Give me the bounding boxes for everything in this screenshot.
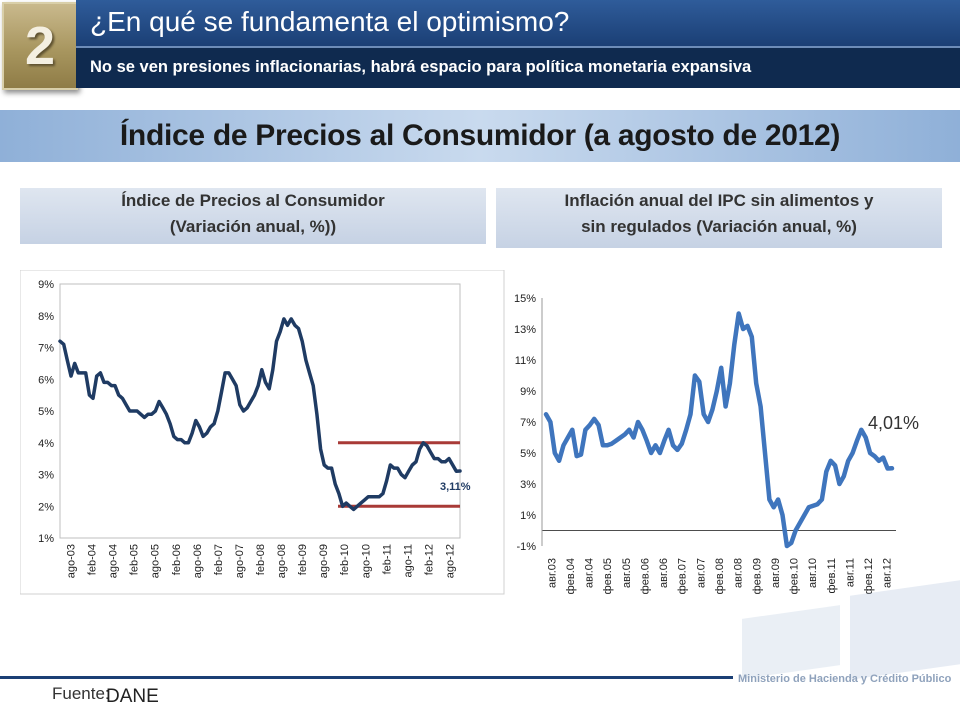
y-tick-label: 2% [38, 501, 54, 513]
x-tick-label: ago-12 [444, 544, 456, 578]
y-tick-label: 4% [38, 438, 54, 450]
left-chart-header: Índice de Precios al Consumidor (Variaci… [20, 188, 486, 244]
left-chart-subtitle: (Variación anual, %)) [169, 217, 337, 236]
series-line [58, 317, 462, 512]
source-value: DANE [106, 686, 159, 707]
y-tick-label: 9% [38, 279, 54, 291]
slide-subtitle: No se ven presiones inflacionarias, habr… [90, 58, 752, 76]
x-tick-label: ago-05 [150, 544, 162, 578]
right-core-inflation-chart: -1% 1% 3% 5% 7% 9% 11% 13% 15% авг.03 фев.04 авг.0… [514, 293, 919, 594]
left-plot-area [59, 283, 461, 539]
x-tick-label: фев.04 [565, 558, 577, 594]
y-tick-label: 3% [38, 470, 54, 482]
x-tick-label: фев.11 [826, 558, 838, 594]
x-tick-label: авг.05 [621, 558, 633, 588]
decorative-window-shape [850, 580, 960, 680]
x-tick-label: авг.12 [882, 558, 894, 588]
right-chart-header: Inflación anual del IPC sin alimentos y … [496, 188, 942, 248]
x-tick-label: авг.04 [584, 558, 596, 588]
y-tick-label: 3% [520, 479, 536, 491]
series-line [543, 311, 895, 549]
x-tick-label: авг.06 [658, 558, 670, 588]
title-bar: ¿En qué se fundamenta el optimismo? [76, 0, 960, 46]
slide-number-badge: 2 [2, 2, 78, 90]
y-tick-label: 9% [520, 386, 536, 398]
x-tick-label: авг.07 [695, 558, 707, 588]
y-tick-label: 6% [38, 374, 54, 386]
right-chart-title-line-2: sin regulados (Variación anual, %) [581, 217, 857, 236]
x-tick-label: фев.08 [714, 558, 726, 594]
y-tick-label: 1% [38, 533, 54, 545]
x-tick-label: фев.10 [789, 558, 801, 594]
y-tick-label: 1% [520, 510, 536, 522]
x-tick-label: ago-08 [276, 544, 288, 578]
y-tick-label: 7% [520, 417, 536, 429]
subtitle-bar: No se ven presiones inflacionarias, habr… [76, 46, 960, 88]
x-tick-label: фев.09 [751, 558, 763, 594]
x-tick-label: feb-12 [423, 544, 435, 575]
x-tick-label: feb-05 [129, 544, 141, 575]
y-tick-label: 13% [514, 324, 536, 336]
left-chart-frame [20, 270, 505, 595]
source-label: Fuente: [52, 684, 110, 703]
y-tick-label: -1% [516, 541, 536, 553]
x-tick-label: feb-09 [297, 544, 309, 575]
right-chart-title-line-1: Inflación anual del IPC sin alimentos y [564, 191, 874, 210]
left-chart-title: Índice de Precios al Consumidor [121, 191, 385, 210]
x-tick-label: feb-11 [381, 544, 393, 574]
decorative-window-shape [742, 605, 840, 679]
x-tick-label: авг.03 [546, 558, 558, 588]
x-tick-label: feb-07 [213, 544, 225, 575]
x-tick-label: ago-10 [360, 544, 372, 578]
y-tick-label: 7% [38, 343, 54, 355]
main-title-band: Índice de Precios al Consumidor (a agost… [0, 110, 960, 162]
left-chart-annotation: 3,11% [440, 481, 471, 493]
main-title: Índice de Precios al Consumidor (a agost… [119, 119, 841, 152]
x-tick-label: ago-03 [66, 544, 78, 578]
x-tick-label: feb-06 [171, 544, 183, 575]
y-tick-label: 15% [514, 293, 536, 305]
x-tick-label: фев.07 [677, 558, 689, 594]
x-tick-label: ago-11 [402, 544, 414, 577]
x-tick-label: feb-04 [87, 544, 99, 575]
x-tick-label: авг.09 [770, 558, 782, 588]
x-tick-label: фев.05 [602, 558, 614, 594]
x-tick-label: фев.06 [639, 558, 651, 594]
y-tick-label: 5% [520, 448, 536, 460]
x-tick-label: авг.11 [844, 558, 856, 587]
y-tick-label: 11% [515, 355, 536, 367]
x-tick-label: feb-10 [339, 544, 351, 575]
x-tick-label: ago-07 [234, 544, 246, 578]
x-tick-label: авг.10 [807, 558, 819, 588]
y-tick-label: 8% [38, 311, 54, 323]
x-tick-label: feb-08 [255, 544, 267, 575]
slide-title: ¿En qué se fundamenta el optimismo? [90, 6, 570, 37]
y-tick-label: 5% [38, 406, 54, 418]
footer-divider [0, 676, 733, 679]
slide-number: 2 [24, 16, 56, 76]
x-tick-label: фев.12 [863, 558, 875, 594]
x-tick-label: ago-06 [192, 544, 204, 578]
left-cpi-chart: 1% 2% 3% 4% 5% 6% 7% 8% 9% ago-03 feb-04 ago-04 feb… [20, 270, 505, 595]
ministry-logo-text: Ministerio de Hacienda y Crédito Público [738, 673, 952, 685]
x-tick-label: ago-09 [318, 544, 330, 578]
x-tick-label: ago-04 [108, 544, 120, 578]
x-tick-label: авг.08 [733, 558, 745, 588]
right-chart-annotation: 4,01% [868, 413, 919, 433]
